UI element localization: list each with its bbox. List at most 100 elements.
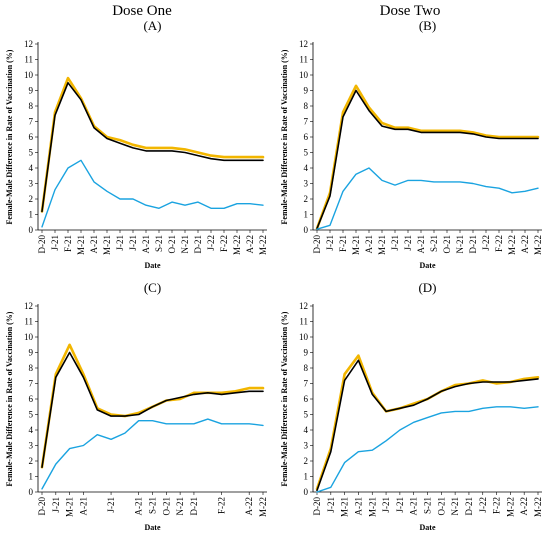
series-line-male	[316, 89, 539, 230]
y-tick-label: 11	[24, 317, 33, 327]
y-tick-label: 10	[299, 70, 309, 80]
y-tick-label: 7	[304, 379, 309, 389]
x-tick-label: J-21	[106, 497, 116, 513]
x-tick-label: J-22	[206, 235, 216, 251]
x-tick-label: M-22	[232, 235, 242, 255]
x-tick-label: O-21	[436, 497, 446, 516]
x-axis-title: Date	[420, 523, 436, 532]
x-tick-label: O-21	[167, 235, 177, 254]
x-tick-label: N-21	[450, 497, 460, 516]
x-tick-label: D-20	[312, 235, 322, 254]
y-tick-label: 6	[29, 394, 34, 404]
y-tick-label: 5	[304, 410, 309, 420]
x-tick-label: M-21	[76, 235, 86, 255]
y-tick-label: 12	[24, 39, 33, 49]
y-tick-label: 9	[29, 86, 34, 96]
series-line-male	[41, 351, 264, 468]
x-tick-label: F-22	[219, 235, 229, 252]
x-tick-label: D-20	[37, 235, 47, 254]
x-tick-label: J-21	[128, 235, 138, 251]
series-line-difference	[316, 406, 539, 493]
y-tick-label: 4	[29, 425, 34, 435]
y-tick-label: 8	[29, 363, 34, 373]
y-tick-label: 2	[304, 456, 309, 466]
x-tick-label: A-21	[78, 497, 88, 516]
x-tick-label: M-21	[340, 497, 350, 517]
y-tick-label: 2	[304, 194, 309, 204]
x-tick-label: A-21	[409, 497, 419, 516]
x-tick-label: M-21	[367, 497, 377, 517]
x-tick-label: M-22	[533, 497, 543, 517]
x-tick-label: J-22	[478, 497, 488, 513]
x-tick-label: M-22	[258, 235, 268, 255]
x-tick-label: J-21	[395, 497, 405, 513]
x-tick-label: D-21	[468, 235, 478, 254]
column-title-dose-one: Dose One	[112, 3, 172, 19]
x-tick-label: M-22	[505, 497, 515, 517]
panel-label: (C)	[144, 280, 161, 295]
y-tick-label: 2	[29, 194, 34, 204]
x-tick-label: M-22	[258, 497, 268, 517]
x-tick-label: F-22	[217, 497, 227, 514]
panel-label: (B)	[419, 18, 436, 33]
y-tick-label: 12	[299, 39, 308, 49]
y-tick-label: 3	[304, 179, 309, 189]
y-tick-label: 1	[304, 210, 309, 220]
x-tick-label: M-21	[65, 497, 75, 517]
y-tick-label: 6	[29, 132, 34, 142]
x-tick-label: M-22	[507, 235, 517, 255]
y-tick-label: 7	[29, 379, 34, 389]
x-tick-label: S-21	[429, 235, 439, 252]
x-tick-label: D-21	[193, 235, 203, 254]
y-axis-title: Female-Male Difference in Rate of Vaccin…	[280, 311, 289, 486]
y-tick-label: 11	[24, 55, 33, 65]
y-tick-label: 9	[304, 348, 309, 358]
series-line-male	[316, 359, 539, 492]
y-tick-label: 7	[29, 117, 34, 127]
x-tick-label: O-21	[161, 497, 171, 516]
x-tick-label: D-20	[37, 497, 47, 516]
x-tick-label: F-22	[494, 235, 504, 252]
y-tick-label: 11	[299, 317, 308, 327]
y-tick-label: 5	[29, 410, 34, 420]
y-tick-label: 10	[24, 70, 34, 80]
y-tick-label: 3	[29, 441, 34, 451]
y-tick-label: 1	[304, 472, 309, 482]
panel-label: (A)	[143, 18, 161, 33]
panel-label: (D)	[418, 280, 436, 295]
x-tick-label: A-21	[89, 235, 99, 254]
x-tick-label: N-21	[175, 497, 185, 516]
y-tick-label: 11	[299, 55, 308, 65]
x-tick-label: A-21	[416, 235, 426, 254]
x-tick-label: J-21	[381, 497, 391, 513]
x-tick-label: J-21	[390, 235, 400, 251]
series-line-male	[41, 82, 264, 213]
x-tick-label: J-21	[50, 235, 60, 251]
x-tick-label: F-21	[63, 235, 73, 252]
x-tick-label: S-21	[423, 497, 433, 514]
y-tick-label: 1	[29, 472, 34, 482]
chart-panel-b: (B) 0 1 2 3 4 5 6 7 8 9 10 11 12 D-20 J-21 F-21 M-21 A-21 M…	[275, 18, 550, 270]
series-line-difference	[316, 167, 539, 230]
x-tick-label: A-21	[134, 497, 144, 516]
x-tick-label: J-21	[325, 235, 335, 251]
y-axis-title: Female-Male Difference in Rate of Vaccin…	[280, 49, 289, 224]
x-tick-label: O-21	[442, 235, 452, 254]
y-tick-label: 4	[29, 163, 34, 173]
y-axis-title: Female-Male Difference in Rate of Vaccin…	[5, 311, 14, 486]
y-tick-label: 8	[29, 101, 34, 111]
series-line-difference	[41, 418, 264, 490]
y-tick-label: 9	[29, 348, 34, 358]
y-tick-label: 7	[304, 117, 309, 127]
x-tick-label: J-21	[51, 497, 61, 513]
y-tick-label: 12	[24, 301, 33, 311]
x-tick-label: A-21	[141, 235, 151, 254]
y-tick-label: 0	[29, 225, 34, 235]
x-tick-label: A-22	[520, 235, 530, 254]
y-tick-label: 4	[304, 425, 309, 435]
y-tick-label: 3	[29, 179, 34, 189]
y-tick-label: 4	[304, 163, 309, 173]
